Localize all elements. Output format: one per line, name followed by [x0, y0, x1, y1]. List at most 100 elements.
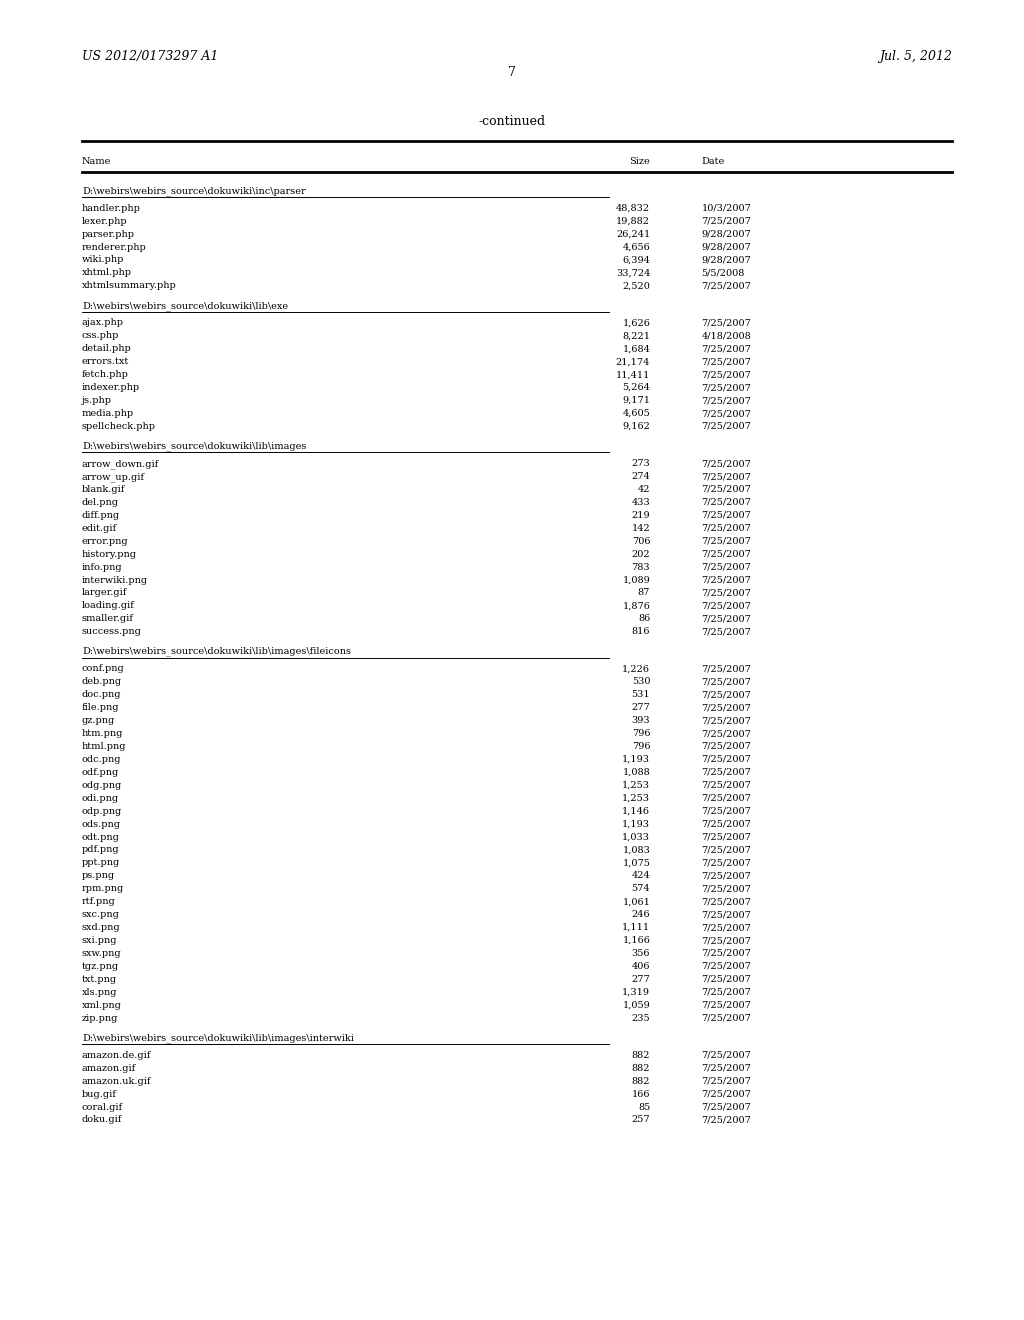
Text: js.php: js.php [82, 396, 112, 405]
Text: 433: 433 [632, 498, 650, 507]
Text: D:\webirs\webirs_source\dokuwiki\lib\images: D:\webirs\webirs_source\dokuwiki\lib\ima… [82, 441, 306, 451]
Text: D:\webirs\webirs_source\dokuwiki\lib\exe: D:\webirs\webirs_source\dokuwiki\lib\exe [82, 301, 288, 310]
Text: 9,162: 9,162 [623, 422, 650, 430]
Text: 574: 574 [632, 884, 650, 894]
Text: 7/25/2007: 7/25/2007 [701, 498, 752, 507]
Text: errors.txt: errors.txt [82, 358, 129, 366]
Text: 5,264: 5,264 [623, 383, 650, 392]
Text: 1,166: 1,166 [623, 936, 650, 945]
Text: 6,394: 6,394 [623, 256, 650, 264]
Text: odi.png: odi.png [82, 793, 119, 803]
Text: 7/25/2007: 7/25/2007 [701, 704, 752, 713]
Text: 4,605: 4,605 [623, 409, 650, 418]
Text: loading.gif: loading.gif [82, 602, 135, 610]
Text: 796: 796 [632, 742, 650, 751]
Text: 7/25/2007: 7/25/2007 [701, 370, 752, 379]
Text: 7/25/2007: 7/25/2007 [701, 664, 752, 673]
Text: 7/25/2007: 7/25/2007 [701, 898, 752, 907]
Text: arrow_up.gif: arrow_up.gif [82, 473, 145, 482]
Text: 257: 257 [632, 1115, 650, 1125]
Text: 424: 424 [632, 871, 650, 880]
Text: odg.png: odg.png [82, 781, 122, 789]
Text: 33,724: 33,724 [615, 268, 650, 277]
Text: 1,088: 1,088 [623, 768, 650, 777]
Text: 235: 235 [632, 1014, 650, 1023]
Text: 356: 356 [632, 949, 650, 958]
Text: 11,411: 11,411 [615, 370, 650, 379]
Text: 882: 882 [632, 1051, 650, 1060]
Text: edit.gif: edit.gif [82, 524, 117, 533]
Text: 7/25/2007: 7/25/2007 [701, 987, 752, 997]
Text: 87: 87 [638, 589, 650, 598]
Text: D:\webirs\webirs_source\dokuwiki\lib\images\fileicons: D:\webirs\webirs_source\dokuwiki\lib\ima… [82, 647, 351, 656]
Text: rpm.png: rpm.png [82, 884, 124, 894]
Text: arrow_down.gif: arrow_down.gif [82, 459, 159, 469]
Text: 816: 816 [632, 627, 650, 636]
Text: xhtml.php: xhtml.php [82, 268, 132, 277]
Text: xls.png: xls.png [82, 987, 118, 997]
Text: 202: 202 [632, 549, 650, 558]
Text: 7/25/2007: 7/25/2007 [701, 409, 752, 418]
Text: conf.png: conf.png [82, 664, 125, 673]
Text: 10/3/2007: 10/3/2007 [701, 203, 752, 213]
Text: error.png: error.png [82, 537, 129, 545]
Text: 706: 706 [632, 537, 650, 545]
Text: history.png: history.png [82, 549, 137, 558]
Text: handler.php: handler.php [82, 203, 140, 213]
Text: 7/25/2007: 7/25/2007 [701, 1001, 752, 1010]
Text: 406: 406 [632, 962, 650, 972]
Text: 7/25/2007: 7/25/2007 [701, 422, 752, 430]
Text: 7/25/2007: 7/25/2007 [701, 484, 752, 494]
Text: 7/25/2007: 7/25/2007 [701, 216, 752, 226]
Text: odf.png: odf.png [82, 768, 119, 777]
Text: 7/25/2007: 7/25/2007 [701, 962, 752, 972]
Text: 7/25/2007: 7/25/2007 [701, 1014, 752, 1023]
Text: ajax.php: ajax.php [82, 318, 124, 327]
Text: 1,876: 1,876 [623, 602, 650, 610]
Text: D:\webirs\webirs_source\dokuwiki\lib\images\interwiki: D:\webirs\webirs_source\dokuwiki\lib\ima… [82, 1034, 354, 1043]
Text: info.png: info.png [82, 562, 123, 572]
Text: css.php: css.php [82, 331, 119, 341]
Text: tgz.png: tgz.png [82, 962, 119, 972]
Text: 4/18/2008: 4/18/2008 [701, 331, 752, 341]
Text: 48,832: 48,832 [616, 203, 650, 213]
Text: bug.gif: bug.gif [82, 1089, 117, 1098]
Text: 7/25/2007: 7/25/2007 [701, 846, 752, 854]
Text: coral.gif: coral.gif [82, 1102, 123, 1111]
Text: -continued: -continued [478, 115, 546, 128]
Text: 7/25/2007: 7/25/2007 [701, 549, 752, 558]
Text: odp.png: odp.png [82, 807, 122, 816]
Text: xml.png: xml.png [82, 1001, 122, 1010]
Text: larger.gif: larger.gif [82, 589, 127, 598]
Text: 7/25/2007: 7/25/2007 [701, 627, 752, 636]
Text: indexer.php: indexer.php [82, 383, 140, 392]
Text: 7/25/2007: 7/25/2007 [701, 1064, 752, 1073]
Text: xhtmlsummary.php: xhtmlsummary.php [82, 281, 177, 290]
Text: 1,083: 1,083 [623, 846, 650, 854]
Text: renderer.php: renderer.php [82, 243, 146, 252]
Text: 7/25/2007: 7/25/2007 [701, 717, 752, 725]
Text: 7/25/2007: 7/25/2007 [701, 1089, 752, 1098]
Text: 7/25/2007: 7/25/2007 [701, 1077, 752, 1085]
Text: Date: Date [701, 157, 725, 166]
Text: 7/25/2007: 7/25/2007 [701, 742, 752, 751]
Text: 882: 882 [632, 1064, 650, 1073]
Text: 1,033: 1,033 [623, 833, 650, 842]
Text: 7/25/2007: 7/25/2007 [701, 975, 752, 983]
Text: 783: 783 [632, 562, 650, 572]
Text: 1,193: 1,193 [623, 755, 650, 764]
Text: 5/5/2008: 5/5/2008 [701, 268, 744, 277]
Text: gz.png: gz.png [82, 717, 115, 725]
Text: 7/25/2007: 7/25/2007 [701, 690, 752, 700]
Text: 166: 166 [632, 1089, 650, 1098]
Text: 7/25/2007: 7/25/2007 [701, 459, 752, 469]
Text: 1,253: 1,253 [623, 781, 650, 789]
Text: 7/25/2007: 7/25/2007 [701, 358, 752, 366]
Text: ppt.png: ppt.png [82, 858, 120, 867]
Text: amazon.gif: amazon.gif [82, 1064, 136, 1073]
Text: deb.png: deb.png [82, 677, 122, 686]
Text: 1,059: 1,059 [623, 1001, 650, 1010]
Text: sxd.png: sxd.png [82, 923, 121, 932]
Text: 7/25/2007: 7/25/2007 [701, 833, 752, 842]
Text: 7/25/2007: 7/25/2007 [701, 936, 752, 945]
